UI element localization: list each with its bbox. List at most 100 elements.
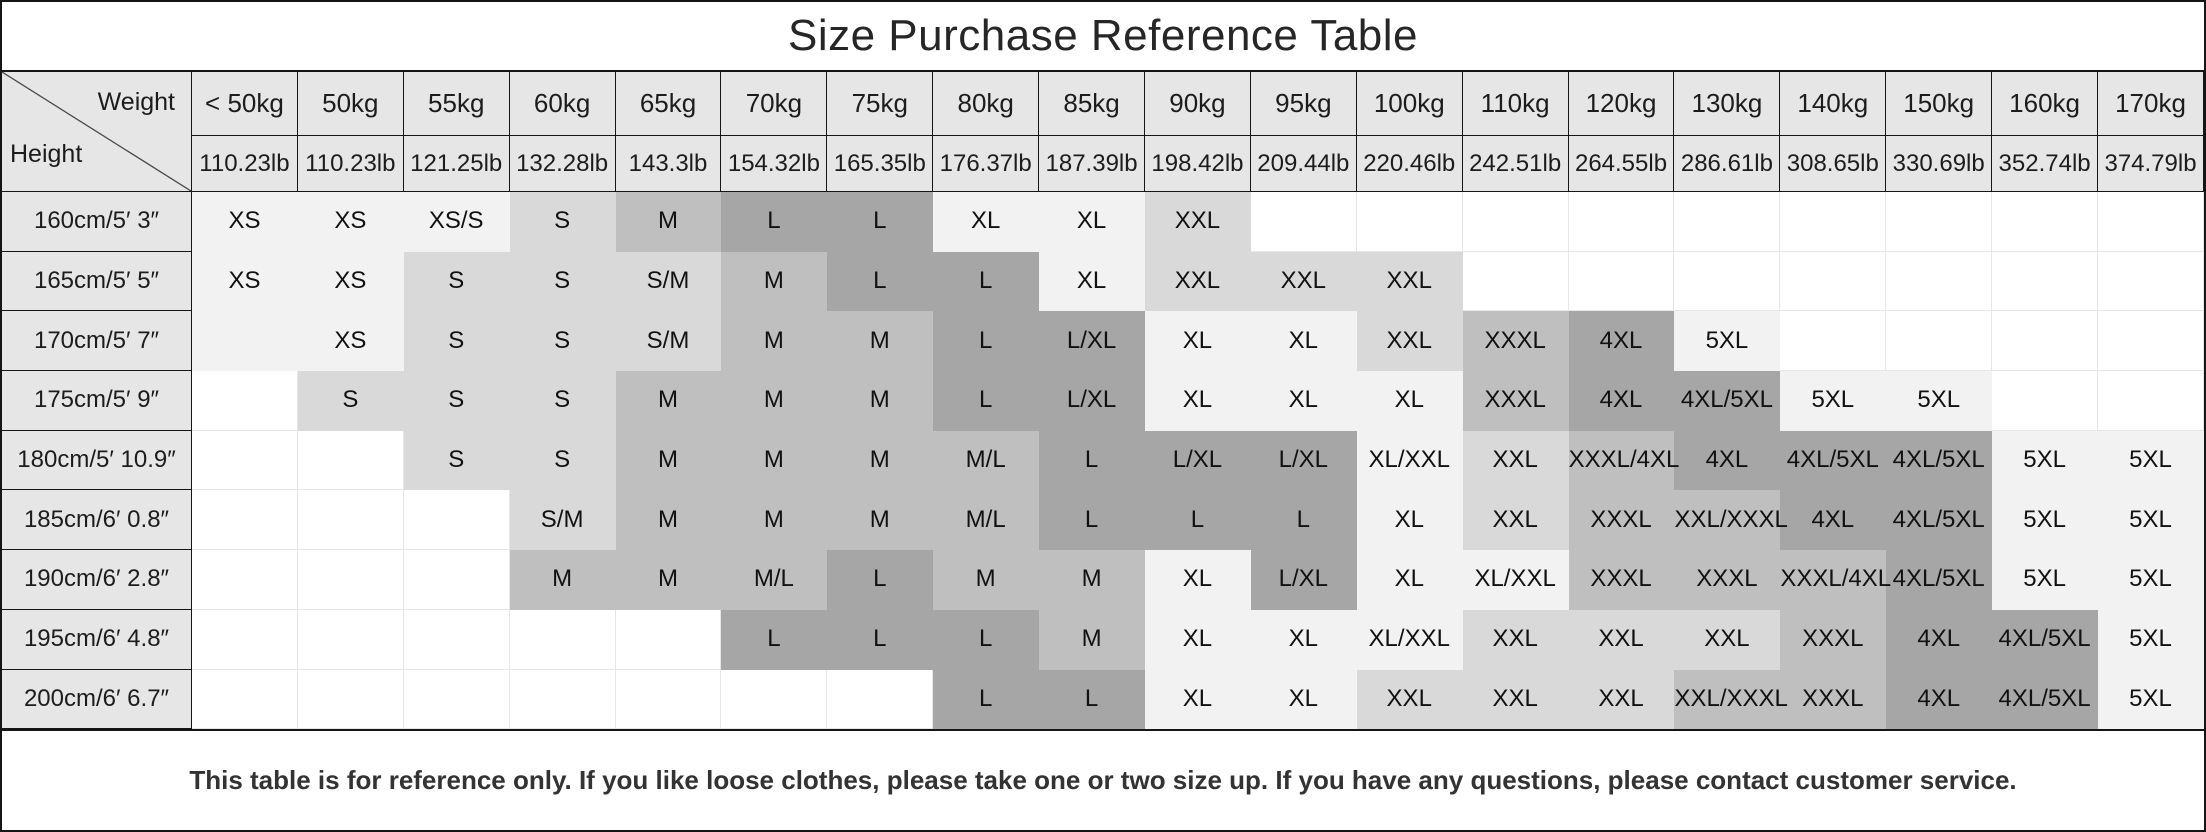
size-cell xyxy=(297,609,404,670)
size-cell: XL xyxy=(1356,550,1463,610)
size-cell: XXL/XXXL xyxy=(1674,669,1788,730)
size-cell: L/XL xyxy=(1039,311,1146,372)
weight-lb-cell: 132.28lb xyxy=(509,136,616,192)
diagonal-line xyxy=(2,72,191,191)
size-cell: L xyxy=(827,550,934,610)
weight-lb-cell: 154.32lb xyxy=(721,136,828,192)
size-cell: 4XL xyxy=(1780,490,1887,551)
size-cell: XXXL xyxy=(1568,550,1675,610)
size-cell: M xyxy=(615,490,722,551)
size-cell: 4XL/5XL xyxy=(1886,550,1993,610)
size-cell: 4XL xyxy=(1568,371,1675,431)
size-cell xyxy=(1356,192,1463,252)
weight-lb-cell: 198.42lb xyxy=(1145,136,1251,192)
weight-header-cell: 80kg xyxy=(933,72,1040,136)
size-cell xyxy=(403,669,510,730)
size-cell: M xyxy=(827,371,934,431)
size-cell: XL/XXL xyxy=(1356,609,1463,670)
size-cell xyxy=(192,371,298,431)
size-cell: XXL xyxy=(1462,609,1569,670)
weight-lb-cell: 143.3lb xyxy=(615,136,722,192)
size-cell: XL xyxy=(1250,311,1357,372)
size-cell: XXL/XXXL xyxy=(1674,490,1788,551)
size-cell xyxy=(1780,251,1887,312)
size-cell xyxy=(192,609,298,670)
size-cell: M xyxy=(721,371,828,431)
size-cell: XXL xyxy=(1462,490,1569,551)
size-cell: XL xyxy=(1145,550,1251,610)
size-cell xyxy=(827,669,934,730)
size-cell: XXL xyxy=(1356,311,1463,372)
size-cell: XL xyxy=(1145,311,1251,372)
table-row: 185cm/6′ 0.8″ S/M M M M M/L L L L XL XXL XXXL XXL/XX… xyxy=(2,490,2204,551)
weight-lb-cell: 209.44lb xyxy=(1250,136,1357,192)
size-cell: S xyxy=(509,311,616,372)
size-cell: L xyxy=(1039,430,1146,491)
weight-lb-cell: 187.39lb xyxy=(1039,136,1146,192)
page-title: Size Purchase Reference Table xyxy=(787,11,1419,60)
size-cell: XL/XXL xyxy=(1356,430,1463,491)
size-cell: XS/S xyxy=(403,192,510,252)
size-cell xyxy=(1568,251,1675,312)
weight-header-cell: 130kg xyxy=(1674,72,1781,136)
size-cell: XL xyxy=(1145,371,1251,431)
size-cell xyxy=(2098,371,2204,431)
height-row-label: 170cm/5′ 7″ xyxy=(2,311,192,372)
size-cell: XL xyxy=(1356,371,1463,431)
size-cell xyxy=(1992,371,2099,431)
size-cell: M xyxy=(509,550,616,610)
table-row: 190cm/6′ 2.8″ M M M/L L M M XL L/XL XL XL/XXL XXXL X… xyxy=(2,550,2204,610)
size-cell: 5XL xyxy=(2098,669,2204,730)
size-cell: XXXL xyxy=(1674,550,1781,610)
size-cell: 5XL xyxy=(2098,430,2204,491)
size-cell xyxy=(1992,311,2099,372)
size-cell: XXL xyxy=(1145,251,1251,312)
weight-header-cell: 120kg xyxy=(1568,72,1675,136)
size-cell xyxy=(1886,311,1993,372)
size-cell: S xyxy=(509,251,616,312)
size-cell: L xyxy=(1039,669,1146,730)
height-row-label: 160cm/5′ 3″ xyxy=(2,192,192,252)
size-cell xyxy=(1886,192,1993,252)
size-cell: L/XL xyxy=(1250,550,1357,610)
size-cell xyxy=(192,550,298,610)
height-row-label: 165cm/5′ 5″ xyxy=(2,251,192,312)
size-cell: 5XL xyxy=(1674,311,1781,372)
size-cell: 5XL xyxy=(1992,490,2099,551)
size-cell: M/L xyxy=(721,550,828,610)
size-cell: 4XL xyxy=(1568,311,1675,372)
size-cell: XS xyxy=(192,251,298,312)
table-row: 170cm/5′ 7″ XS S S S/M M M L L/XL XL XL XXL XXXL 4XL 5… xyxy=(2,311,2204,372)
weight-lb-cell: 374.79lb xyxy=(2098,136,2204,192)
size-cell: 5XL xyxy=(1886,371,1993,431)
size-cell: M/L xyxy=(933,490,1040,551)
size-cell: 4XL/5XL xyxy=(1992,609,2099,670)
size-cell: XL xyxy=(1250,669,1357,730)
weight-lb-cell: 220.46lb xyxy=(1356,136,1463,192)
size-cell xyxy=(297,550,404,610)
size-cell: L xyxy=(827,251,934,312)
size-cell xyxy=(192,430,298,491)
size-cell xyxy=(1780,192,1887,252)
size-cell: S xyxy=(297,371,404,431)
size-cell: XXL xyxy=(1674,609,1781,670)
size-cell: XXXL xyxy=(1462,371,1569,431)
size-cell: M xyxy=(721,490,828,551)
size-cell: XXXL xyxy=(1568,490,1675,551)
size-cell: XL/XXL xyxy=(1462,550,1569,610)
table-row: 180cm/5′ 10.9″ S S M M M M/L L L/XL L/XL XL/XXL XXL… xyxy=(2,430,2204,491)
height-row-label: 175cm/5′ 9″ xyxy=(2,371,192,431)
size-cell xyxy=(192,669,298,730)
size-cell xyxy=(297,430,404,491)
size-cell: M xyxy=(933,550,1040,610)
size-cell xyxy=(1674,192,1781,252)
size-cell: S xyxy=(403,251,510,312)
table-head: Weight Height < 50kg 50kg 55kg 60kg 65kg 70kg 75… xyxy=(2,72,2204,192)
size-cell xyxy=(2098,251,2204,312)
title-bar: Size Purchase Reference Table xyxy=(2,2,2204,70)
weight-header-cell: 150kg xyxy=(1886,72,1993,136)
size-cell: M xyxy=(827,490,934,551)
height-row-label: 200cm/6′ 6.7″ xyxy=(2,669,192,730)
height-axis-label: Height xyxy=(10,140,83,168)
